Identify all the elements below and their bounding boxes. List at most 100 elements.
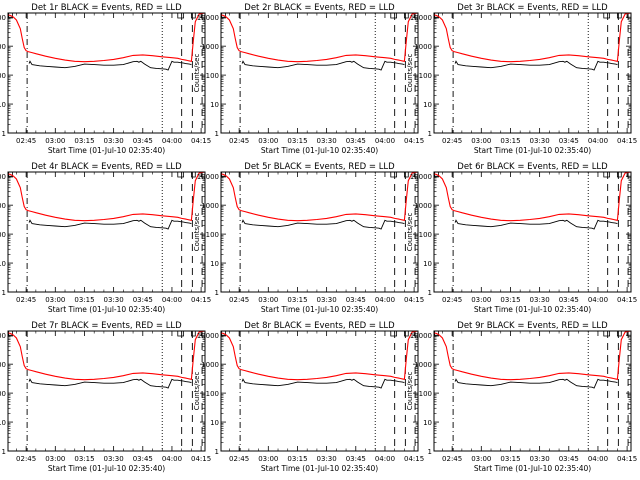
y-tick-label: 100 xyxy=(0,72,6,80)
x-tick-label: 03:00 xyxy=(45,137,65,145)
plot-frame xyxy=(7,171,206,293)
y-tick-label: 10000 xyxy=(197,332,219,340)
lld-series-line xyxy=(220,12,419,63)
x-tick-label: 04:15 xyxy=(191,137,211,145)
y-tick-label: 10 xyxy=(0,419,6,427)
x-tick-label: 04:00 xyxy=(375,296,395,304)
y-tick-label: 10 xyxy=(423,101,432,109)
y-tick-label: 10 xyxy=(210,260,219,268)
lld-series-line xyxy=(433,12,632,63)
x-axis-label: Start Time (01-Jul-10 02:35:40) xyxy=(474,305,591,314)
y-tick-label: 1000 xyxy=(201,361,219,369)
y-tick-label: 100 xyxy=(0,390,6,398)
x-tick-label: 03:00 xyxy=(45,296,65,304)
x-tick-label: 03:15 xyxy=(500,296,520,304)
x-tick-label: 03:15 xyxy=(74,455,94,463)
flag-marker xyxy=(403,13,409,19)
y-tick-label: 1000 xyxy=(201,43,219,51)
x-tick-label: 02:45 xyxy=(229,137,249,145)
panel-title: Det 6r BLACK = Events, RED = LLD xyxy=(457,162,608,172)
x-tick-label: 03:45 xyxy=(559,455,579,463)
panel-title: Det 5r BLACK = Events, RED = LLD xyxy=(244,162,395,172)
flag-marker xyxy=(603,13,611,19)
y-tick-label: 10000 xyxy=(410,332,432,340)
y-tick-label: 1000 xyxy=(414,202,432,210)
flag-marker xyxy=(177,172,185,178)
y-tick-label: 10000 xyxy=(0,332,6,340)
y-tick-label: 100 xyxy=(0,231,6,239)
y-tick-label: 10 xyxy=(0,101,6,109)
y-tick-label: 1 xyxy=(215,448,219,456)
y-tick-label: 100 xyxy=(419,390,432,398)
x-tick-label: 04:15 xyxy=(404,455,424,463)
plot-frame xyxy=(433,171,632,293)
y-tick-label: 1000 xyxy=(201,202,219,210)
panel-6: Det 6r BLACK = Events, RED = LLD Counts/s… xyxy=(406,162,637,314)
x-tick-label: 03:15 xyxy=(500,137,520,145)
events-series-line xyxy=(454,60,618,71)
panel-7: Det 7r BLACK = Events, RED = LLD Counts/s… xyxy=(0,321,211,473)
y-tick-label: 10000 xyxy=(0,14,6,22)
y-tick-label: 10 xyxy=(0,260,6,268)
x-tick-label: 02:45 xyxy=(442,296,462,304)
y-tick-label: 1 xyxy=(215,130,219,138)
plot-frame xyxy=(433,12,632,134)
y-tick-label: 100 xyxy=(206,390,219,398)
y-axis-label: Counts/sec xyxy=(193,213,201,252)
events-series-line xyxy=(28,60,192,71)
x-tick-label: 04:00 xyxy=(375,137,395,145)
x-tick-label: 03:00 xyxy=(471,296,491,304)
x-tick-label: 03:15 xyxy=(287,296,307,304)
flag-marker xyxy=(403,331,409,337)
plot-frame xyxy=(7,12,206,134)
y-tick-label: 1000 xyxy=(0,43,6,51)
flag-marker xyxy=(390,172,398,178)
panel-8: Det 8r BLACK = Events, RED = LLD Counts/s… xyxy=(193,321,424,473)
x-tick-label: 02:45 xyxy=(16,137,36,145)
panel-title: Det 4r BLACK = Events, RED = LLD xyxy=(31,162,182,172)
x-tick-label: 03:45 xyxy=(346,455,366,463)
x-tick-label: 03:45 xyxy=(133,137,153,145)
flag-marker xyxy=(177,331,185,337)
x-tick-label: 03:45 xyxy=(559,137,579,145)
y-tick-label: 10000 xyxy=(410,14,432,22)
events-series-line xyxy=(28,219,192,230)
flag-marker xyxy=(616,331,622,337)
x-tick-label: 03:30 xyxy=(530,455,550,463)
panel-title: Det 9r BLACK = Events, RED = LLD xyxy=(457,321,608,331)
lld-series-line xyxy=(220,171,419,222)
y-tick-label: 100 xyxy=(419,231,432,239)
y-tick-label: 1000 xyxy=(0,202,6,210)
x-tick-label: 04:15 xyxy=(191,455,211,463)
y-tick-label: 1 xyxy=(215,289,219,297)
lld-series-line xyxy=(7,171,206,222)
x-tick-label: 02:45 xyxy=(16,455,36,463)
x-tick-label: 02:45 xyxy=(229,296,249,304)
x-axis-label: Start Time (01-Jul-10 02:35:40) xyxy=(261,464,378,473)
y-tick-label: 10000 xyxy=(410,173,432,181)
x-tick-label: 03:45 xyxy=(346,137,366,145)
flag-marker xyxy=(603,331,611,337)
x-tick-label: 03:15 xyxy=(74,296,94,304)
y-axis-label: Counts/sec xyxy=(193,372,201,411)
x-tick-label: 03:30 xyxy=(317,296,337,304)
x-tick-label: 03:15 xyxy=(500,455,520,463)
x-axis-label: Start Time (01-Jul-10 02:35:40) xyxy=(474,146,591,155)
x-tick-label: 03:00 xyxy=(258,455,278,463)
flag-marker xyxy=(390,13,398,19)
x-tick-label: 04:15 xyxy=(191,296,211,304)
lld-series-line xyxy=(7,330,206,381)
x-axis-label: Start Time (01-Jul-10 02:35:40) xyxy=(48,305,165,314)
y-tick-label: 10 xyxy=(423,419,432,427)
y-tick-label: 10 xyxy=(210,101,219,109)
flag-marker xyxy=(390,331,398,337)
x-tick-label: 03:45 xyxy=(133,296,153,304)
plot-frame xyxy=(220,12,419,134)
lld-series-line xyxy=(433,330,632,381)
y-tick-label: 1000 xyxy=(414,43,432,51)
y-axis-label: Counts/sec xyxy=(406,213,414,252)
y-tick-label: 100 xyxy=(206,231,219,239)
x-tick-label: 03:30 xyxy=(317,455,337,463)
x-axis-label: Start Time (01-Jul-10 02:35:40) xyxy=(474,464,591,473)
x-tick-label: 04:00 xyxy=(162,455,182,463)
